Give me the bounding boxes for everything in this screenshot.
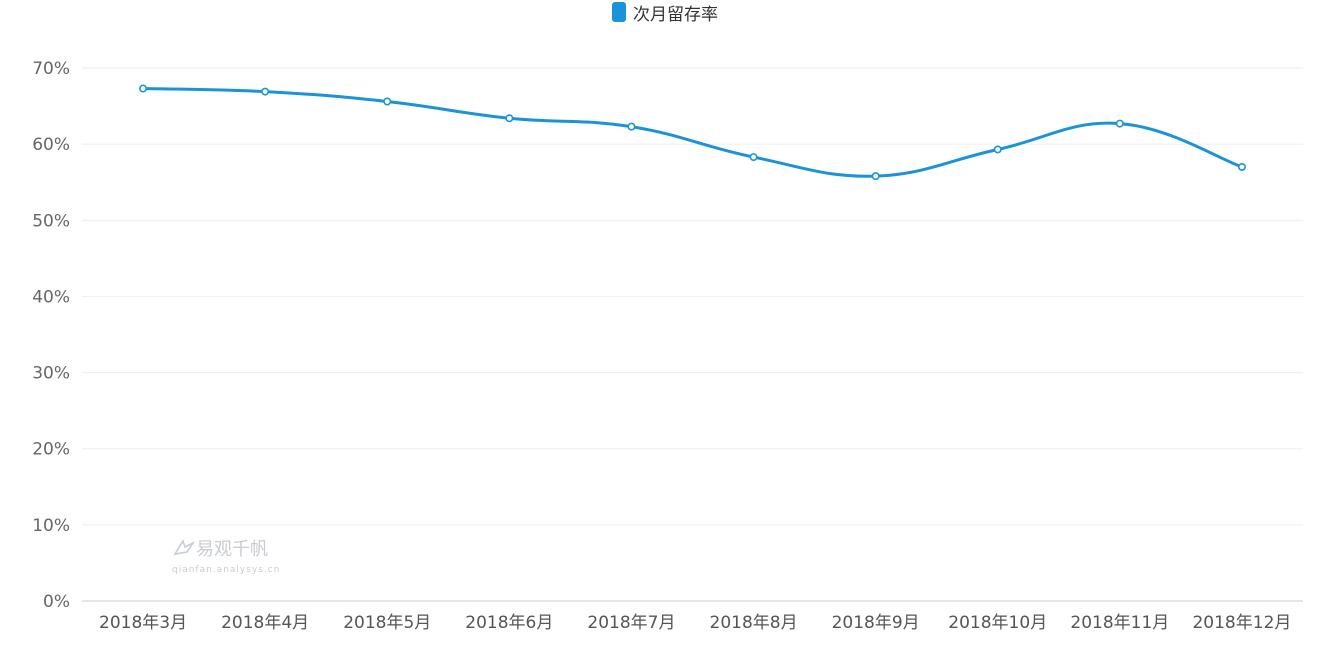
chart-legend[interactable]: 次月留存率 xyxy=(612,0,718,25)
series-line xyxy=(143,87,1243,178)
watermark-brand: 易观千帆 xyxy=(196,539,268,560)
data-point xyxy=(993,145,1002,154)
watermark-logo: 易观千帆 xyxy=(172,535,280,561)
legend-label: 次月留存率 xyxy=(633,4,718,25)
x-tick-label: 2018年4月 xyxy=(221,613,309,633)
x-tick-label: 2018年6月 xyxy=(465,613,553,633)
y-tick-label: 50% xyxy=(32,211,70,231)
y-tick-label: 40% xyxy=(32,287,70,307)
data-point xyxy=(261,87,270,96)
data-point xyxy=(1237,162,1246,171)
sail-logo-icon xyxy=(173,539,196,556)
y-tick-label: 10% xyxy=(32,516,70,536)
x-tick-label: 2018年10月 xyxy=(948,613,1047,633)
x-tick-label: 2018年5月 xyxy=(343,613,431,633)
y-tick-label: 0% xyxy=(43,592,70,612)
legend-swatch xyxy=(612,2,626,22)
x-tick-label: 2018年11月 xyxy=(1070,613,1169,633)
x-tick-label: 2018年7月 xyxy=(587,613,675,633)
data-point xyxy=(139,84,148,93)
y-tick-label: 30% xyxy=(32,364,70,384)
data-point xyxy=(505,114,514,123)
x-tick-label: 2018年8月 xyxy=(710,613,798,633)
y-tick-label: 70% xyxy=(32,59,70,79)
watermark-sub: qianfan.analysys.cn xyxy=(172,565,281,575)
y-tick-label: 20% xyxy=(32,440,70,460)
y-tick-label: 60% xyxy=(32,135,70,155)
data-point xyxy=(383,97,392,106)
data-point xyxy=(749,153,758,162)
x-tick-label: 2018年12月 xyxy=(1192,613,1291,633)
x-tick-label: 2018年3月 xyxy=(99,613,187,633)
watermark: 易观千帆 qianfan.analysys.cn xyxy=(172,535,280,575)
data-point xyxy=(627,122,636,131)
x-tick-label: 2018年9月 xyxy=(832,613,920,633)
data-point xyxy=(871,172,880,181)
data-point xyxy=(1115,119,1124,128)
